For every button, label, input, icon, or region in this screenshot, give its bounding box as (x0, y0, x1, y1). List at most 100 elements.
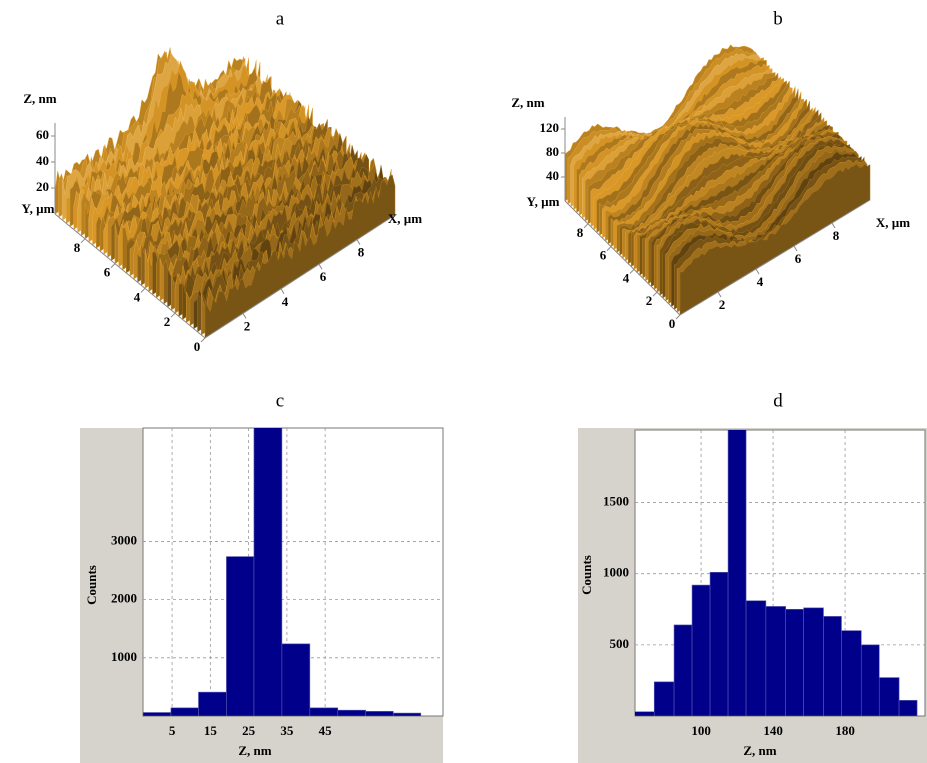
bar (226, 556, 255, 716)
y-axis (54, 213, 206, 339)
y-tick (652, 291, 658, 297)
y-tick-label: 1000 (603, 565, 629, 580)
x-tick (755, 268, 760, 275)
y-tick-label: 4 (623, 270, 630, 285)
panel-title: c (276, 390, 284, 411)
z-tick-label: 40 (546, 168, 559, 183)
x-tick-label: 6 (320, 269, 327, 284)
x-tick-label: 2 (719, 297, 726, 312)
x-tick-label: 180 (835, 723, 855, 738)
bar (653, 681, 675, 716)
x-tick (242, 313, 247, 319)
y-tick-label: 4 (134, 289, 141, 304)
bars (635, 430, 918, 716)
x-tick-label: 35 (280, 723, 294, 738)
panel-title: b (773, 8, 783, 29)
bar (143, 712, 172, 716)
panel-title: d (773, 390, 783, 411)
x-tick-label: 4 (282, 294, 289, 309)
y-tick-label: 2 (164, 314, 171, 329)
x-tick-label: 140 (763, 723, 783, 738)
y-tick-label: 6 (600, 248, 607, 263)
x-tick-label: 8 (358, 245, 365, 260)
z-axis-label: Z, nm (511, 95, 544, 110)
bar (253, 428, 283, 716)
z-tick-label: 120 (540, 120, 560, 135)
x-axis (679, 199, 871, 316)
bar (785, 608, 804, 716)
x-tick-label: 8 (833, 228, 840, 243)
bar (691, 584, 711, 716)
x-tick-label: 15 (204, 723, 218, 738)
bar (841, 630, 862, 716)
bar (709, 571, 729, 716)
y-tick (606, 246, 612, 251)
x-tick-label: 4 (757, 274, 764, 289)
x-axis (204, 214, 396, 339)
y-tick (140, 288, 146, 293)
y-tick (200, 337, 206, 343)
bar (673, 624, 693, 716)
x-tick-label: 6 (795, 251, 802, 266)
z-axis-label: Z, nm (23, 91, 56, 106)
y-tick-label: 6 (104, 265, 111, 280)
y-tick-label: 2 (646, 293, 653, 308)
x-tick (831, 222, 836, 229)
x-axis-label: X, µm (388, 211, 422, 226)
y-tick-label: 500 (610, 636, 630, 651)
bar (878, 677, 900, 716)
y-axis-label: Counts (84, 565, 99, 605)
bar (198, 691, 227, 716)
x-tick-label: 25 (242, 723, 256, 738)
y-axis (564, 200, 681, 316)
z-tick-label: 20 (36, 179, 49, 194)
y-tick (675, 314, 681, 320)
y-tick-label: 8 (74, 240, 81, 255)
bar (309, 707, 339, 716)
y-tick-label: 3000 (111, 532, 137, 547)
x-axis-label: Z, nm (238, 743, 271, 758)
x-tick (793, 245, 798, 252)
bars (143, 428, 422, 716)
y-tick (170, 312, 176, 318)
bar (727, 430, 747, 716)
y-tick (110, 263, 116, 268)
bar (898, 700, 918, 716)
y-tick (80, 238, 86, 244)
y-tick-label: 0 (194, 339, 201, 354)
bar (170, 707, 199, 716)
y-axis-label: Counts (579, 555, 594, 595)
x-tick-label: 45 (319, 723, 333, 738)
panel-title: a (276, 8, 285, 29)
y-axis-label: Y, µm (21, 201, 54, 216)
bar (745, 600, 767, 716)
x-tick (280, 288, 285, 295)
bar (803, 607, 824, 716)
x-tick-label: 2 (244, 318, 251, 333)
x-tick (717, 291, 722, 298)
bar (823, 616, 842, 716)
y-tick-label: 8 (577, 225, 584, 240)
x-tick-label: 100 (691, 723, 711, 738)
x-axis-label: Z, nm (743, 743, 776, 758)
x-tick (356, 239, 361, 245)
y-tick (629, 269, 635, 274)
bar (860, 644, 880, 716)
y-tick (583, 223, 589, 229)
x-tick-label: 5 (169, 723, 176, 738)
y-tick-label: 1500 (603, 494, 629, 509)
y-axis-label: Y, µm (526, 194, 559, 209)
y-tick-label: 0 (669, 316, 676, 331)
z-tick-label: 40 (36, 153, 49, 168)
bar (765, 606, 786, 716)
bar (392, 712, 422, 716)
bar (635, 711, 655, 716)
y-tick-label: 2000 (111, 591, 137, 606)
x-axis-label: X, µm (876, 215, 910, 230)
bar (281, 643, 311, 716)
z-tick-label: 60 (36, 127, 49, 142)
x-tick (318, 263, 323, 270)
bar (365, 711, 394, 716)
y-tick-label: 1000 (111, 649, 137, 664)
